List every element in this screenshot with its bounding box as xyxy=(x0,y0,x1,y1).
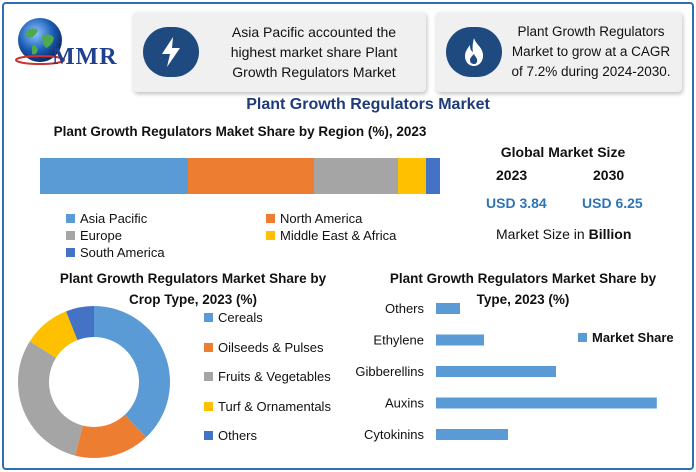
crop-donut-chart xyxy=(17,306,170,458)
legend-label: Cereals xyxy=(218,310,263,325)
type-bar-gibberellins xyxy=(436,366,556,377)
region-legend-item-north-america: North America xyxy=(266,211,362,226)
region-segment-europe xyxy=(314,158,398,194)
legend-label: Asia Pacific xyxy=(80,211,148,226)
donut-slice-cereals xyxy=(94,306,170,438)
flame-badge xyxy=(446,27,502,77)
type-label-cytokinins: Cytokinins xyxy=(364,427,424,442)
market-size-unit: Market Size in Billion xyxy=(496,226,631,242)
crop-legend-item-oilseeds-pulses: Oilseeds & Pulses xyxy=(204,340,324,355)
crop-legend-item-others: Others xyxy=(204,428,257,443)
type-legend-label: Market Share xyxy=(592,330,674,345)
logo-text: MMR xyxy=(52,44,118,70)
info-text-cagr: Plant Growth Regulators Market to grow a… xyxy=(511,24,671,79)
legend-label: North America xyxy=(280,211,363,226)
legend-swatch xyxy=(204,372,213,381)
legend-label: South America xyxy=(80,245,165,260)
crop-legend-item-fruits-vegetables: Fruits & Vegetables xyxy=(204,369,331,384)
type-bar-chart: Others Ethylene Gibberellins Auxins Cytokini… xyxy=(355,301,657,442)
region-segment-asia-pacific xyxy=(40,158,188,194)
global-market-title: Global Market Size xyxy=(500,144,626,160)
type-label-gibberellins: Gibberellins xyxy=(355,364,424,379)
info-box-cagr: Plant Growth Regulators Market to grow a… xyxy=(436,12,682,92)
legend-swatch xyxy=(204,431,213,440)
type-bar-ethylene xyxy=(436,334,484,346)
value-2030: USD 6.25 xyxy=(582,195,643,211)
legend-swatch xyxy=(266,231,275,240)
legend-swatch xyxy=(66,214,75,223)
unit-label: Billion xyxy=(588,226,632,242)
legend-label: Fruits & Vegetables xyxy=(218,369,331,384)
region-legend-item-middle-east-africa: Middle East & Africa xyxy=(266,228,396,243)
donut-slice-oilseeds-pulses xyxy=(75,414,147,458)
main-title: Plant Growth Regulators Market xyxy=(246,96,490,113)
type-label-auxins: Auxins xyxy=(385,396,425,411)
legend-swatch xyxy=(266,214,275,223)
year-2023: 2023 xyxy=(496,167,528,183)
legend-swatch xyxy=(66,231,75,240)
type-label-others: Others xyxy=(385,301,425,316)
globe-icon xyxy=(15,18,65,65)
year-2030: 2030 xyxy=(593,167,625,183)
crop-chart-title: Plant Growth Regulators Market Share by … xyxy=(59,271,327,307)
type-legend: Market Share xyxy=(578,330,674,345)
type-bar-cytokinins xyxy=(436,429,508,440)
lightning-icon xyxy=(162,37,180,67)
type-bar-auxins xyxy=(436,397,657,409)
region-segment-middle-east-africa xyxy=(398,158,426,194)
info-text-share: Asia Pacific accounted the highest marke… xyxy=(230,24,398,80)
value-2023: USD 3.84 xyxy=(486,195,547,211)
type-bar-others xyxy=(436,303,460,314)
legend-label: Others xyxy=(218,428,258,443)
legend-swatch xyxy=(66,248,75,257)
mmr-logo: MMR xyxy=(14,14,124,74)
crop-legend-item-turf-ornamentals: Turf & Ornamentals xyxy=(204,399,331,414)
region-legend-item-asia-pacific: Asia Pacific xyxy=(66,211,147,226)
type-chart-title: Plant Growth Regulators Market Share by … xyxy=(389,271,657,307)
region-chart-title: Plant Growth Regulators Maket Share by R… xyxy=(53,124,427,139)
info-box-share: Asia Pacific accounted the highest marke… xyxy=(133,12,426,92)
region-segment-south-america xyxy=(426,158,440,194)
legend-label: Europe xyxy=(80,228,122,243)
flame-icon xyxy=(465,38,484,66)
legend-swatch xyxy=(204,342,213,352)
type-label-ethylene: Ethylene xyxy=(373,333,424,348)
region-legend-item-europe: Europe xyxy=(66,228,122,243)
legend-label: Turf & Ornamentals xyxy=(218,398,331,414)
legend-label: Oilseeds & Pulses xyxy=(218,339,324,355)
legend-label: Middle East & Africa xyxy=(280,228,397,243)
crop-legend-item-cereals: Cereals xyxy=(204,310,263,325)
legend-swatch xyxy=(204,401,213,411)
unit-prefix: Market Size in xyxy=(496,226,589,242)
region-stacked-bar xyxy=(40,158,440,194)
region-legend-item-south-america: South America xyxy=(66,245,165,260)
legend-swatch xyxy=(204,313,213,322)
donut-slice-fruits-vegetables xyxy=(17,341,83,456)
region-segment-north-america xyxy=(188,158,314,194)
lightning-badge xyxy=(143,27,199,77)
type-legend-swatch xyxy=(578,333,587,342)
donut-slice-turf-ornamentals xyxy=(29,311,78,358)
donut-slice-others xyxy=(66,306,94,341)
